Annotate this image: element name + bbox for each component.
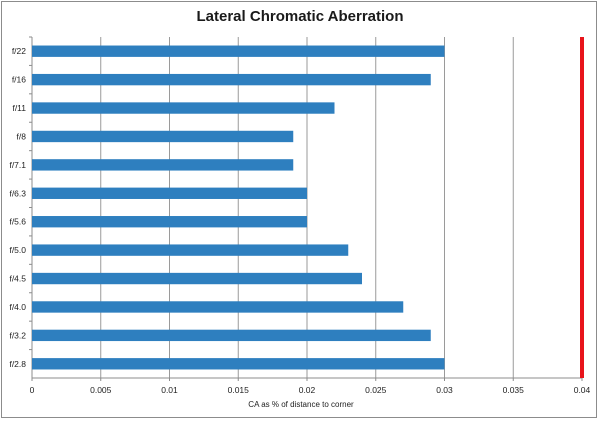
x-tick-label: 0.04 [574,385,591,395]
y-tick-label: f/22 [12,46,26,56]
bar-f-2-8 [32,358,445,370]
bar-f-8 [32,130,294,143]
y-tick-label: f/5.6 [9,217,26,227]
bar-f-5-6 [32,216,307,228]
y-tick-label: f/6.3 [9,188,26,198]
x-tick-label: 0.025 [365,385,387,395]
x-tick-label: 0.01 [161,385,178,395]
bar-f-11 [32,102,335,114]
chart-title: Lateral Chromatic Aberration [196,8,404,25]
bar-f-5-0 [32,244,349,256]
y-tick-label: f/4.5 [9,274,26,284]
y-tick-label: f/4.0 [9,302,26,312]
y-tick-label: f/5.0 [9,245,26,255]
y-tick-label: f/7.1 [9,160,26,170]
y-tick-label: f/16 [12,75,26,85]
x-tick-label: 0.005 [90,385,112,395]
x-axis-label: CA as % of distance to corner [248,400,354,409]
y-tick-label: f/2.8 [9,359,26,369]
bar-f-16 [32,73,431,86]
bar-f-7-1 [32,159,294,171]
x-tick-label: 0.03 [436,385,453,395]
bar-f-22 [32,45,445,57]
y-tick-label: f/8 [17,131,27,141]
y-tick-label: f/11 [12,103,26,113]
x-tick-label: 0.02 [299,385,316,395]
x-tick-label: 0 [30,385,35,395]
x-tick-label: 0.035 [503,385,525,395]
bar-f-4-0 [32,301,404,313]
bar-f-6-3 [32,187,307,199]
bar-f-4-5 [32,272,362,285]
x-tick-label: 0.015 [228,385,250,395]
bar-f-3-2 [32,329,431,342]
y-tick-label: f/3.2 [9,330,26,340]
